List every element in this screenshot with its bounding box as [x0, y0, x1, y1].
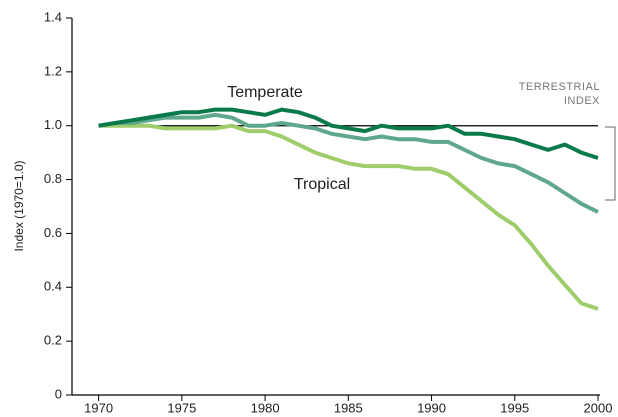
series-line: [98, 112, 599, 214]
x-tick-label: 1995: [500, 400, 529, 415]
series-line: [98, 107, 599, 160]
y-tick-label: 1.0: [44, 117, 62, 132]
index-label: TERRESTRIAL INDEX: [518, 81, 600, 107]
y-tick-label: 0.2: [44, 333, 62, 348]
x-tick-label: 1990: [417, 400, 446, 415]
y-tick-label: 0.4: [44, 279, 62, 294]
x-tick-label: 2000: [584, 400, 613, 415]
y-axis-label: Index (1970=1.0): [12, 160, 26, 251]
x-tick-label: 1970: [84, 400, 113, 415]
y-tick-label: 0.6: [44, 225, 62, 240]
x-tick-label: 1985: [334, 400, 363, 415]
series-line: [98, 123, 599, 311]
x-tick-label: 1975: [167, 400, 196, 415]
y-tick-label: 1.4: [44, 9, 62, 24]
y-tick-label: 0.8: [44, 171, 62, 186]
series-label: Temperate: [227, 84, 303, 101]
series-label: Tropical: [294, 176, 350, 193]
x-tick-label: 1980: [251, 400, 280, 415]
y-tick-label: 1.2: [44, 63, 62, 78]
bracket: [605, 126, 616, 201]
y-tick-label: 0: [55, 386, 62, 401]
